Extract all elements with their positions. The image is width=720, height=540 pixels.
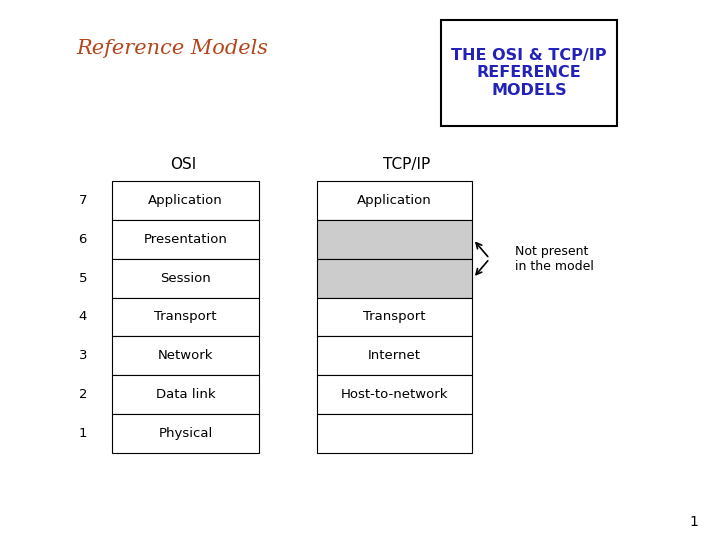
Text: 3: 3	[78, 349, 87, 362]
Bar	[112, 220, 259, 259]
Bar	[112, 259, 259, 298]
Text: Application: Application	[357, 194, 431, 207]
Text: THE OSI & TCP/IP
REFERENCE
MODELS: THE OSI & TCP/IP REFERENCE MODELS	[451, 48, 607, 98]
Text: TCP/IP: TCP/IP	[383, 157, 431, 172]
Text: Application: Application	[148, 194, 222, 207]
Bar	[112, 336, 259, 375]
Text: Internet: Internet	[368, 349, 420, 362]
Bar	[317, 220, 472, 259]
Bar	[317, 181, 472, 220]
Text: 6: 6	[78, 233, 87, 246]
Bar	[112, 298, 259, 336]
Text: Network: Network	[158, 349, 213, 362]
Text: 1: 1	[78, 427, 87, 440]
Text: Host-to-network: Host-to-network	[341, 388, 448, 401]
Bar	[317, 375, 472, 414]
Text: OSI: OSI	[171, 157, 197, 172]
Bar	[317, 336, 472, 375]
Text: 7: 7	[78, 194, 87, 207]
Bar	[317, 298, 472, 336]
Bar	[441, 20, 618, 126]
Bar	[112, 375, 259, 414]
Text: Data link: Data link	[156, 388, 215, 401]
Bar	[112, 414, 259, 453]
Text: Session: Session	[160, 272, 211, 285]
Bar	[112, 181, 259, 220]
Bar	[317, 259, 472, 298]
Text: 1: 1	[690, 515, 698, 529]
Text: Transport: Transport	[363, 310, 426, 323]
Text: 5: 5	[78, 272, 87, 285]
Text: Physical: Physical	[158, 427, 212, 440]
Text: Transport: Transport	[154, 310, 217, 323]
Text: Presentation: Presentation	[143, 233, 228, 246]
Text: Reference Models: Reference Models	[77, 39, 269, 58]
Text: Not present
in the model: Not present in the model	[515, 245, 594, 273]
Bar	[317, 414, 472, 453]
Text: 4: 4	[78, 310, 87, 323]
Text: 2: 2	[78, 388, 87, 401]
